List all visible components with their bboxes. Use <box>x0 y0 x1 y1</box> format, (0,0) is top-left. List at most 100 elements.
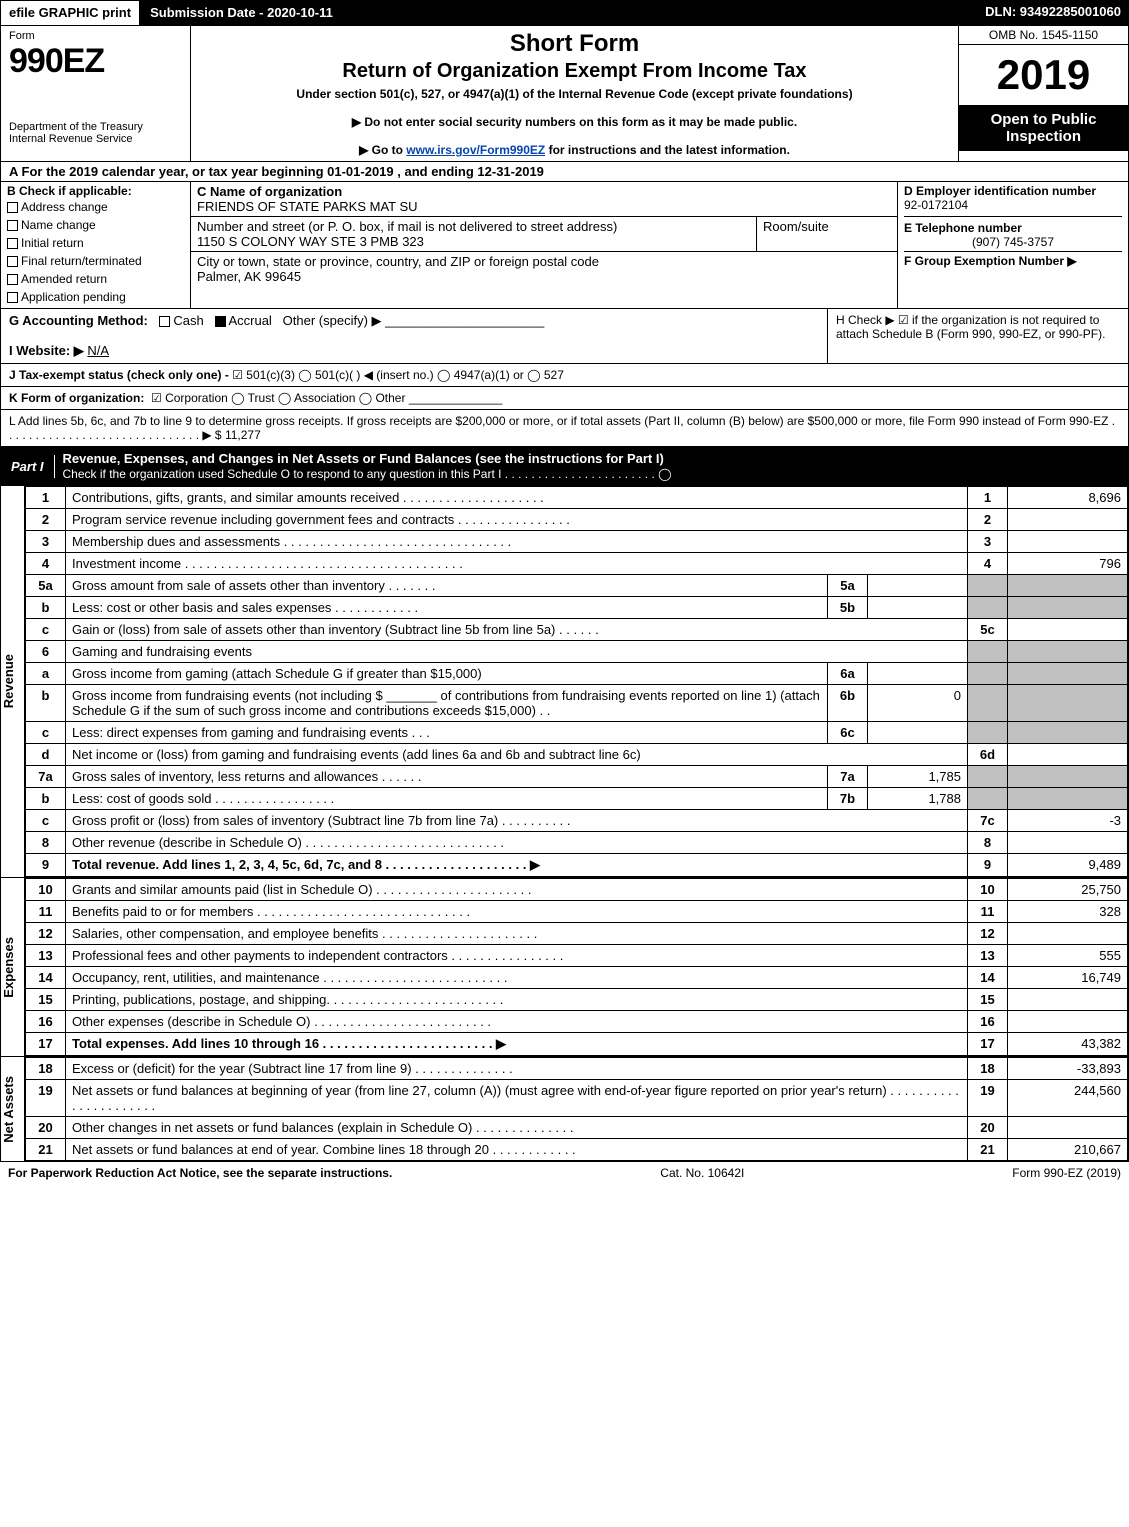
addr-label: Number and street (or P. O. box, if mail… <box>197 219 750 234</box>
accrual-label: Accrual <box>228 313 271 328</box>
line-9-amt: 9,489 <box>1008 854 1128 877</box>
part-1-check: Check if the organization used Schedule … <box>63 467 672 481</box>
line-5a-desc: Gross amount from sale of assets other t… <box>66 575 828 597</box>
irs-link[interactable]: www.irs.gov/Form990EZ <box>406 143 545 157</box>
line-3-ln: 3 <box>968 531 1008 553</box>
cat-number: Cat. No. 10642I <box>660 1166 744 1180</box>
cb-initial-return[interactable] <box>7 238 18 249</box>
line-5c-ln: 5c <box>968 619 1008 641</box>
dept-treasury: Department of the Treasury <box>9 121 182 133</box>
part-1-tag: Part I <box>1 455 55 478</box>
line-10-ln: 10 <box>968 879 1008 901</box>
line-6-desc: Gaming and fundraising events <box>66 641 968 663</box>
line-7a-ln <box>968 766 1008 788</box>
line-10-amt: 25,750 <box>1008 879 1128 901</box>
line-11-amt: 328 <box>1008 901 1128 923</box>
line-7a-num: 7a <box>26 766 66 788</box>
org-name-label: C Name of organization <box>197 184 891 199</box>
row-j: J Tax-exempt status (check only one) - ☑… <box>0 364 1129 387</box>
line-5b-amt <box>1008 597 1128 619</box>
line-9-desc: Total revenue. Add lines 1, 2, 3, 4, 5c,… <box>66 854 968 877</box>
cb-name-change[interactable] <box>7 220 18 231</box>
cb-accrual[interactable] <box>215 316 226 327</box>
line-6b-desc: Gross income from fundraising events (no… <box>66 685 828 722</box>
line-7b-ln <box>968 788 1008 810</box>
entity-row: B Check if applicable: Address change Na… <box>0 182 1129 309</box>
line-19-ln: 19 <box>968 1080 1008 1117</box>
line-9-ln: 9 <box>968 854 1008 877</box>
form-number: 990EZ <box>9 42 182 81</box>
cb-cash[interactable] <box>159 316 170 327</box>
cb-final-return[interactable] <box>7 256 18 267</box>
line-5b-num: b <box>26 597 66 619</box>
irs-label: Internal Revenue Service <box>9 133 182 145</box>
main-title: Return of Organization Exempt From Incom… <box>199 60 950 83</box>
line-6c-desc: Less: direct expenses from gaming and fu… <box>66 722 828 744</box>
line-6a-num: a <box>26 663 66 685</box>
line-2-desc: Program service revenue including govern… <box>66 509 968 531</box>
line-16-num: 16 <box>26 1011 66 1033</box>
line-7b-sub: 7b <box>828 788 868 810</box>
line-13-num: 13 <box>26 945 66 967</box>
box-b-label: B Check if applicable: <box>7 184 184 198</box>
line-5a-num: 5a <box>26 575 66 597</box>
form-page-ref: Form 990-EZ (2019) <box>1012 1166 1121 1180</box>
line-16-ln: 16 <box>968 1011 1008 1033</box>
line-4-ln: 4 <box>968 553 1008 575</box>
group-exemption-label: F Group Exemption Number ▶ <box>904 254 1077 268</box>
line-7c-desc: Gross profit or (loss) from sales of inv… <box>66 810 968 832</box>
omb-number: OMB No. 1545-1150 <box>959 26 1128 45</box>
title-column: Short Form Return of Organization Exempt… <box>191 26 958 161</box>
line-20-desc: Other changes in net assets or fund bala… <box>66 1117 968 1139</box>
cb-amended-return[interactable] <box>7 274 18 285</box>
net-assets-table: 18Excess or (deficit) for the year (Subt… <box>25 1057 1128 1161</box>
line-20-ln: 20 <box>968 1117 1008 1139</box>
line-12-num: 12 <box>26 923 66 945</box>
line-1-num: 1 <box>26 487 66 509</box>
line-5c-amt <box>1008 619 1128 641</box>
line-6-num: 6 <box>26 641 66 663</box>
efile-print-button[interactable]: efile GRAPHIC print <box>0 0 140 26</box>
line-5b-ln <box>968 597 1008 619</box>
city-value: Palmer, AK 99645 <box>197 269 891 284</box>
line-6c-sub: 6c <box>828 722 868 744</box>
line-6b-subamt: 0 <box>868 685 968 722</box>
line-8-num: 8 <box>26 832 66 854</box>
line-6d-num: d <box>26 744 66 766</box>
line-6-ln <box>968 641 1008 663</box>
line-14-amt: 16,749 <box>1008 967 1128 989</box>
net-assets-section: Net Assets 18Excess or (deficit) for the… <box>0 1057 1129 1162</box>
row-g-h: G Accounting Method: Cash Accrual Other … <box>0 309 1129 364</box>
line-8-ln: 8 <box>968 832 1008 854</box>
line-6c-subamt <box>868 722 968 744</box>
line-3-desc: Membership dues and assessments . . . . … <box>66 531 968 553</box>
line-17-amt: 43,382 <box>1008 1033 1128 1056</box>
line-4-desc: Investment income . . . . . . . . . . . … <box>66 553 968 575</box>
cb-label-1: Name change <box>21 218 96 232</box>
line-10-num: 10 <box>26 879 66 901</box>
other-label: Other (specify) ▶ <box>283 313 382 328</box>
short-form-title: Short Form <box>199 30 950 58</box>
line-17-desc: Total expenses. Add lines 10 through 16 … <box>66 1033 968 1056</box>
line-2-ln: 2 <box>968 509 1008 531</box>
line-13-amt: 555 <box>1008 945 1128 967</box>
line-11-desc: Benefits paid to or for members . . . . … <box>66 901 968 923</box>
line-10-desc: Grants and similar amounts paid (list in… <box>66 879 968 901</box>
line-8-amt <box>1008 832 1128 854</box>
line-1-desc: Contributions, gifts, grants, and simila… <box>66 487 968 509</box>
line-6c-ln <box>968 722 1008 744</box>
line-18-num: 18 <box>26 1058 66 1080</box>
expenses-section: Expenses 10Grants and similar amounts pa… <box>0 878 1129 1057</box>
cb-label-3: Final return/terminated <box>21 254 142 268</box>
line-17-num: 17 <box>26 1033 66 1056</box>
line-6a-ln <box>968 663 1008 685</box>
line-6d-desc: Net income or (loss) from gaming and fun… <box>66 744 968 766</box>
line-4-amt: 796 <box>1008 553 1128 575</box>
form-header: Form 990EZ Department of the Treasury In… <box>0 26 1129 162</box>
line-6a-desc: Gross income from gaming (attach Schedul… <box>66 663 828 685</box>
line-6a-sub: 6a <box>828 663 868 685</box>
checkbox-list: Address change Name change Initial retur… <box>7 198 184 306</box>
line-12-amt <box>1008 923 1128 945</box>
cb-address-change[interactable] <box>7 202 18 213</box>
cb-application-pending[interactable] <box>7 292 18 303</box>
